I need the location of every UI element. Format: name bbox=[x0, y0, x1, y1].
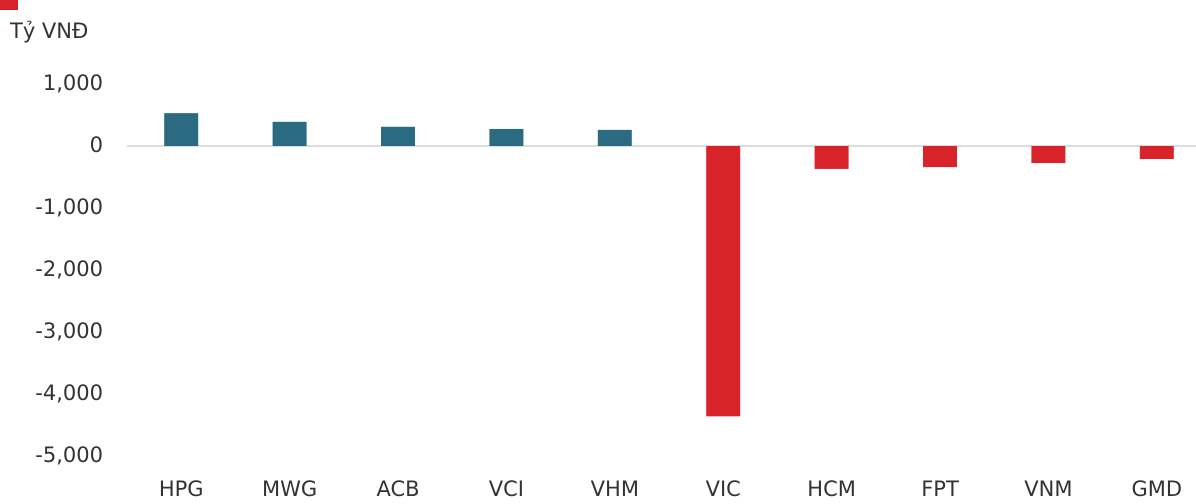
x-tick-label: VHM bbox=[591, 477, 639, 501]
bar bbox=[272, 121, 307, 146]
bar bbox=[164, 113, 199, 146]
y-tick-label: 0 bbox=[90, 133, 103, 157]
y-tick-label: -5,000 bbox=[35, 443, 103, 467]
title-icon bbox=[0, 0, 18, 10]
y-tick-label: -1,000 bbox=[35, 195, 103, 219]
y-tick-label: -2,000 bbox=[35, 257, 103, 281]
bar bbox=[923, 146, 957, 168]
bar bbox=[597, 129, 632, 146]
x-tick-label: VNM bbox=[1024, 477, 1072, 501]
y-tick-label: -4,000 bbox=[35, 381, 103, 405]
x-tick-label: VCI bbox=[489, 477, 524, 501]
x-tick-label: FPT bbox=[921, 477, 959, 501]
x-tick-label: VIC bbox=[706, 477, 741, 501]
x-tick-label: ACB bbox=[376, 477, 419, 501]
x-tick-label: MWG bbox=[262, 477, 317, 501]
bar bbox=[706, 146, 741, 417]
y-axis-label: Tỷ VNĐ bbox=[9, 19, 88, 43]
x-tick-label: HCM bbox=[807, 477, 856, 501]
bar bbox=[1139, 146, 1174, 160]
bar bbox=[814, 146, 849, 169]
bar bbox=[489, 128, 524, 146]
y-tick-label: -3,000 bbox=[35, 319, 103, 343]
x-tick-label: GMD bbox=[1132, 477, 1183, 501]
x-tick-label: HPG bbox=[159, 477, 204, 501]
bar bbox=[1031, 146, 1066, 164]
bar bbox=[381, 126, 415, 146]
y-tick-label: 1,000 bbox=[43, 71, 103, 95]
